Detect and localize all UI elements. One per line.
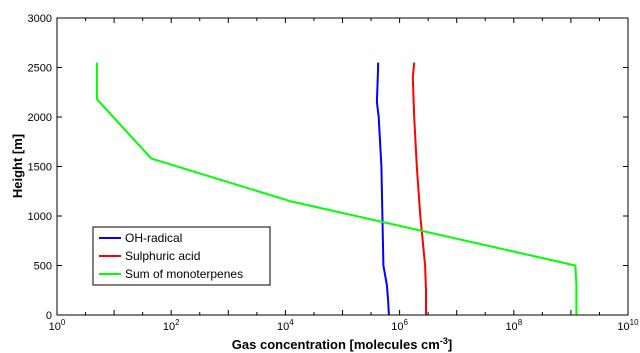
x-tick-label-base: 10 [49,321,61,333]
x-tick-label-exponent: 10 [630,318,639,327]
legend-label-oh-radical: OH-radical [125,231,182,245]
legend-label-sulphuric-acid: Sulphuric acid [125,249,200,263]
x-tick-label-exponent: 4 [289,318,294,327]
series-line-sum-of-monoterpenes [95,62,578,315]
y-tick-label: 0 [46,310,52,322]
y-tick-label: 2500 [28,63,52,75]
x-tick-label: 100 [49,318,66,333]
legend-box [92,226,271,286]
x-tick-label-base: 10 [505,321,517,333]
x-tick-label: 104 [277,318,294,333]
y-tick-label: 1000 [28,211,52,223]
legend: OH-radical Sulphuric acid Sum of monoter… [92,226,271,286]
legend-label-sum-of-monoterpenes: Sum of monoterpenes [125,267,243,281]
x-tick-label-exponent: 6 [403,318,408,327]
x-tick-label: 102 [163,318,180,333]
x-axis-title-main: Gas concentration [molecules cm [232,337,440,352]
y-axis-title: Height [m] [10,134,25,198]
series-line-oh-radical [375,62,390,316]
x-tick-label-base: 10 [277,321,289,333]
x-axis-title: Gas concentration [molecules cm-3] [232,336,452,352]
x-tick-label: 108 [505,318,522,333]
x-axis-title-exponent: -3 [440,336,448,346]
y-tick-label: 2000 [28,112,52,124]
y-tick-label: 500 [34,261,52,273]
x-tick-label-exponent: 2 [175,318,180,327]
x-tick-label-exponent: 8 [518,318,523,327]
series-line-sulphuric-acid [411,62,427,315]
x-tick-label-exponent: 0 [61,318,66,327]
x-tick-label-base: 10 [617,321,629,333]
x-tick-label-base: 10 [163,321,175,333]
series-layer [95,62,578,316]
x-axis-title-end: ] [448,337,452,352]
y-tick-label: 3000 [28,13,52,25]
x-tick-label: 1010 [617,318,639,333]
x-tick-label-base: 10 [391,321,403,333]
x-axis: 100 102 104 106 108 1010 [49,18,639,333]
x-tick-label: 106 [391,318,408,333]
y-axis: 0 500 1000 1500 2000 2500 3000 [28,13,628,322]
y-tick-label: 1500 [28,162,52,174]
